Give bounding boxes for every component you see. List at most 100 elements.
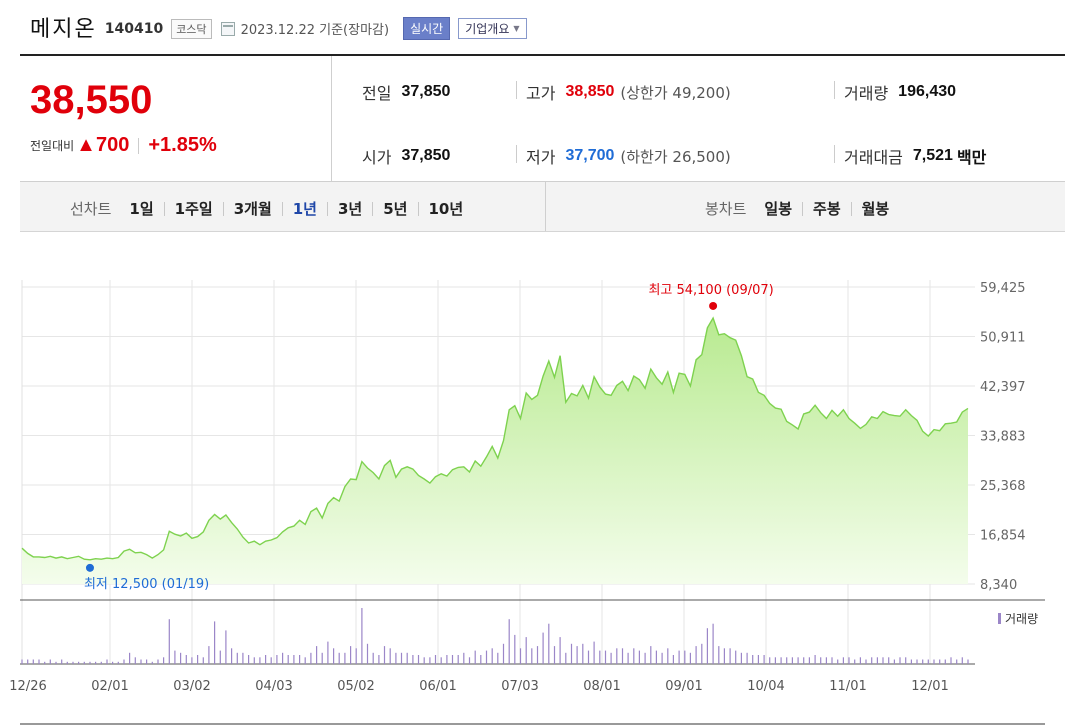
- volume-bar: [366, 643, 369, 664]
- volume-bar: [882, 657, 884, 664]
- volume-bar: [242, 652, 244, 664]
- volume-bar: [825, 657, 827, 664]
- volume-bar: [412, 655, 414, 664]
- volume-bar: [95, 661, 97, 664]
- volume-bar: [100, 661, 102, 664]
- volume-bar: [83, 661, 85, 664]
- volume-bar: [372, 652, 374, 664]
- volume-bar: [248, 655, 250, 664]
- volume-bar: [406, 652, 408, 664]
- volume-bar: [650, 646, 652, 664]
- candle-chart-title: 봉차트: [705, 200, 747, 218]
- volume-bar: [287, 655, 289, 664]
- y-tick-label: 33,883: [980, 430, 1026, 445]
- line-chart-tabs: 선차트 1일 1주일 3개월 1년 3년 5년 10년: [70, 198, 463, 219]
- volume-bar: [321, 652, 323, 664]
- volume-bar: [655, 650, 657, 664]
- volume-bar: [253, 657, 255, 664]
- volume-bar: [270, 657, 272, 664]
- volume-bar: [38, 659, 40, 664]
- trade-amount-value: 7,521: [912, 147, 953, 164]
- x-tick-label: 02/01: [91, 679, 128, 694]
- divider: [802, 201, 804, 216]
- volume-bar: [49, 659, 51, 664]
- date-value: 2023.12.22: [240, 23, 315, 38]
- divider: [281, 201, 283, 216]
- volume-bar: [718, 646, 720, 664]
- volume-bar: [621, 648, 624, 664]
- volume-bar: [276, 655, 278, 664]
- x-tick-label: 08/01: [583, 679, 620, 694]
- volume-bar: [570, 643, 573, 664]
- volume-bar: [746, 652, 748, 664]
- volume-bar: [491, 648, 493, 664]
- volume-bar: [333, 648, 335, 664]
- tab-3m[interactable]: 3개월: [233, 200, 272, 218]
- volume-legend-label: 거래량: [1005, 612, 1038, 626]
- divider: [138, 137, 140, 154]
- tab-5y[interactable]: 5년: [383, 200, 408, 218]
- company-overview-button[interactable]: 기업개요 ▼: [458, 18, 527, 39]
- volume-bar: [542, 632, 544, 664]
- volume-bar: [508, 619, 510, 664]
- tab-3y[interactable]: 3년: [338, 200, 363, 218]
- volume-bar: [525, 637, 527, 664]
- volume-bar: [282, 652, 284, 664]
- volume-bar: [265, 655, 267, 664]
- volume-bar: [185, 655, 187, 664]
- volume-bar: [553, 646, 556, 664]
- volume-bar: [791, 657, 793, 664]
- volume-bar: [604, 650, 607, 664]
- trade-amount: 거래대금 7,521 백만: [844, 144, 986, 168]
- volume-bar: [820, 657, 822, 664]
- tab-monthly[interactable]: 월봉: [861, 200, 890, 218]
- volume-bar: [701, 643, 703, 664]
- volume-bar: [106, 659, 108, 664]
- volume-bar: [831, 657, 833, 664]
- price-chart[interactable]: 59,425 50,911 42,397 33,883 25,368 16,854 8,34…: [0, 232, 1065, 726]
- volume-bar: [888, 657, 890, 664]
- divider: [372, 201, 374, 216]
- volume-bar: [151, 661, 153, 664]
- divider: [163, 201, 165, 216]
- tab-1d[interactable]: 1일: [129, 200, 154, 218]
- day-low: 저가 37,700 (하한가 26,500): [526, 144, 731, 168]
- volume-value: 196,430: [898, 83, 957, 100]
- tab-10y[interactable]: 10년: [428, 200, 464, 218]
- day-high-value: 38,850: [565, 83, 615, 100]
- change-label: 전일대비: [30, 139, 75, 153]
- x-tick-label: 09/01: [665, 679, 702, 694]
- lower-limit: (하한가 26,500): [620, 147, 731, 166]
- volume-bar: [117, 661, 119, 664]
- volume-bar: [536, 646, 539, 664]
- x-tick-label: 12/01: [911, 679, 948, 694]
- volume-bar: [514, 634, 516, 664]
- volume-bar: [423, 657, 425, 664]
- volume-bar: [463, 652, 465, 664]
- volume-bar: [474, 650, 476, 664]
- volume-bar: [593, 641, 595, 664]
- tab-1w[interactable]: 1주일: [174, 200, 213, 218]
- volume-bar: [231, 648, 233, 664]
- tab-1y[interactable]: 1년: [292, 200, 317, 218]
- tab-daily[interactable]: 일봉: [764, 200, 793, 218]
- volume-bar: [956, 659, 958, 664]
- extreme-markers: 최고 54,100 (09/07) 최저 12,500 (01/19): [84, 283, 774, 592]
- volume-bar: [259, 657, 261, 664]
- volume-bar: [225, 630, 227, 664]
- volume-bar: [808, 657, 810, 664]
- volume-bar: [208, 646, 210, 664]
- date-basis: 기준(장마감): [319, 23, 390, 38]
- volume-bar: [485, 650, 488, 664]
- open-price: 시가 37,850: [362, 144, 450, 168]
- volume-bar: [146, 659, 148, 664]
- volume-bar: [672, 655, 674, 664]
- price-line: [21, 316, 969, 561]
- price-area: [22, 318, 968, 584]
- realtime-button[interactable]: 실시간: [403, 17, 451, 40]
- volume-bar: [893, 659, 895, 664]
- x-tick-label: 11/01: [829, 679, 866, 694]
- volume-bar: [44, 661, 46, 664]
- divider: [834, 81, 835, 99]
- tab-weekly[interactable]: 주봉: [813, 200, 841, 218]
